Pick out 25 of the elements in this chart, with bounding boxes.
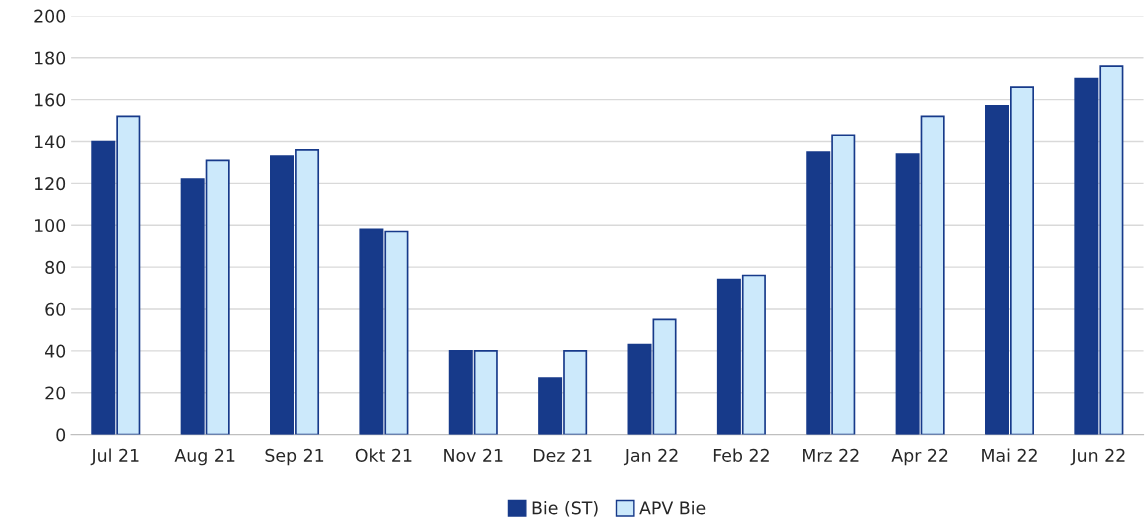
y-tick-label: 140 — [35, 135, 66, 149]
y-tick-label: 200 — [34, 9, 66, 23]
legend-label: Bie (ST) — [532, 500, 598, 517]
x-tick-label: Jun 22 — [1070, 448, 1125, 466]
x-tick-label: Jul 21 — [90, 448, 139, 466]
y-tick-label: 100 — [35, 218, 66, 233]
y-tick-label: 120 — [35, 177, 66, 191]
y-tick-label: 0 — [56, 428, 66, 442]
x-tick-label: Dez 21 — [533, 448, 592, 462]
x-tick-label: Apr 22 — [891, 448, 948, 466]
x-tick-label: Aug 21 — [174, 448, 235, 466]
y-tick-label: 60 — [45, 302, 66, 316]
y-tick-label: 180 — [35, 51, 66, 65]
x-tick-label: Okt 21 — [355, 448, 412, 462]
x-tick-label: Feb 22 — [713, 448, 769, 462]
legend-label: APV Bie — [639, 500, 706, 515]
x-tick-label: Mai 22 — [982, 448, 1037, 462]
x-tick-label: Nov 21 — [444, 448, 503, 462]
y-tick-label: 40 — [45, 344, 66, 358]
y-tick-label: 20 — [45, 386, 66, 400]
x-tick-label: Mrz 22 — [803, 448, 859, 462]
y-tick-label: 80 — [45, 260, 66, 274]
y-tick-label: 160 — [35, 93, 66, 107]
x-tick-label: Jan 22 — [623, 448, 678, 466]
x-tick-label: Sep 21 — [265, 448, 324, 466]
